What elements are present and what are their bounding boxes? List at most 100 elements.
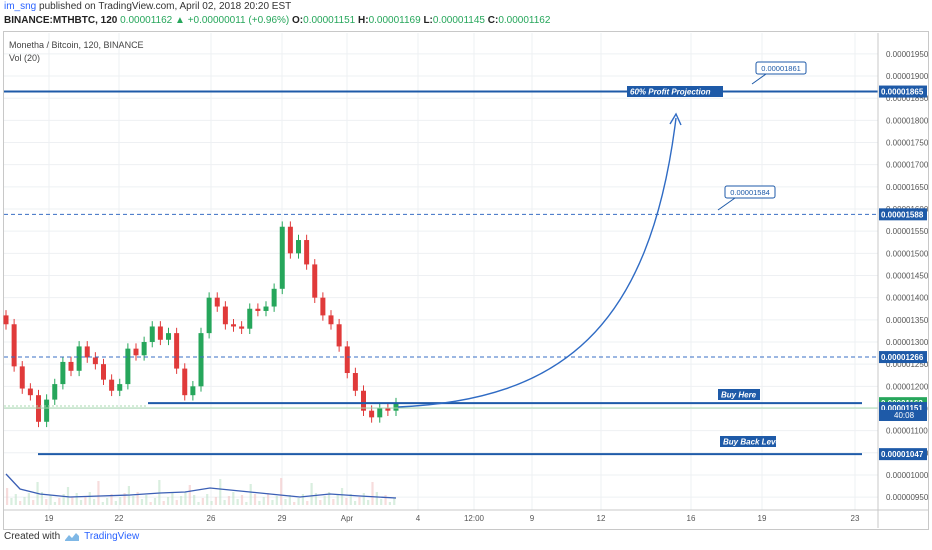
candle-body — [92, 357, 98, 365]
candle-body — [109, 379, 115, 391]
callout-pointer — [717, 197, 736, 211]
candle-body — [101, 364, 106, 380]
candle-body — [133, 348, 139, 356]
volume-bar — [123, 493, 126, 505]
candle-body — [166, 333, 171, 340]
annotation-label-box — [627, 86, 723, 97]
volume-bar — [32, 500, 35, 505]
x-tick-label: 19 — [45, 514, 54, 523]
candle-body — [271, 288, 277, 307]
volume-bar — [323, 496, 326, 505]
y-tick-label: 0.00001200 — [886, 382, 929, 391]
price-axis-tag-label: 0.00001865 — [881, 88, 924, 97]
volume-bar — [180, 496, 183, 505]
candle-body — [182, 368, 188, 396]
candle-body — [60, 361, 66, 385]
x-tick-label: 22 — [115, 514, 124, 523]
candle-body — [320, 297, 326, 316]
volume-bar — [223, 500, 226, 505]
y-tick-label: 0.00001400 — [886, 294, 929, 303]
candle-body — [117, 384, 123, 391]
y-tick-label: 0.00001250 — [886, 360, 929, 369]
volume-bar — [306, 501, 309, 505]
price-axis-tag — [879, 85, 927, 98]
callout-text: 0.00001584 — [730, 188, 770, 197]
volume-bar — [79, 500, 83, 505]
volume-bar — [45, 499, 48, 505]
tradingview-brand[interactable]: TradingView — [84, 531, 140, 542]
candle-body — [336, 324, 342, 347]
volume-bar — [193, 495, 196, 505]
open-label: O: — [292, 15, 304, 26]
x-tick-label: 19 — [758, 514, 767, 523]
volume-bar — [6, 488, 9, 505]
volume-bar — [327, 492, 331, 505]
volume-bar — [23, 497, 26, 505]
x-tick-label: 26 — [207, 514, 216, 523]
y-tick-label: 0.00001000 — [886, 471, 929, 480]
annotation-label-text: Buy Back Level — [723, 438, 783, 447]
volume-bar — [214, 497, 217, 505]
countdown-label: 40:08 — [894, 411, 915, 420]
volume-bar — [58, 498, 61, 505]
y-tick-label: 0.00000950 — [886, 493, 929, 502]
x-tick-label: Apr — [341, 514, 354, 523]
chart-frame[interactable] — [3, 31, 929, 530]
candle-body — [239, 326, 245, 329]
candle-body — [231, 324, 236, 327]
volume-bar — [288, 495, 291, 505]
volume-bar — [310, 483, 313, 505]
volume-indicator-label: Vol (20) — [9, 53, 40, 63]
x-tick-label: 12 — [597, 514, 606, 523]
volume-bar — [354, 501, 357, 505]
candle-body — [312, 264, 318, 298]
volume-bar — [149, 502, 152, 505]
publisher-link[interactable]: im_sng — [4, 1, 37, 12]
candle-body — [52, 384, 58, 400]
volume-bar — [206, 494, 209, 505]
volume-bar — [297, 498, 300, 505]
x-tick-label: 12:00 — [464, 514, 485, 523]
candle-body — [27, 388, 33, 396]
y-tick-label: 0.00001800 — [886, 116, 929, 125]
y-tick-label: 0.00001650 — [886, 183, 929, 192]
volume-bar — [236, 499, 239, 505]
candle-body — [11, 324, 17, 367]
created-with-text: Created with — [4, 531, 61, 542]
volume-ma-line — [5, 473, 397, 499]
volume-bar — [201, 498, 204, 505]
y-tick-label: 0.00001850 — [886, 94, 929, 103]
candle-body — [125, 348, 131, 385]
candle-body — [206, 297, 212, 334]
symbol-ohlc-bar: BINANCE:MTHBTC, 120 0.00001162 ▲ +0.0000… — [4, 15, 550, 26]
volume-bar — [197, 502, 200, 505]
candle-body — [247, 308, 253, 329]
volume-pane — [5, 473, 397, 505]
volume-bar — [171, 493, 174, 505]
y-tick-label: 0.00001900 — [886, 72, 929, 81]
volume-bar — [49, 495, 52, 505]
volume-bar — [388, 502, 391, 505]
y-tick-label: 0.00001700 — [886, 161, 929, 170]
published-text: published on TradingView.com, April 02, … — [36, 1, 292, 12]
candle-body — [149, 326, 155, 342]
annotation-label-box — [720, 436, 776, 447]
close-label: C: — [487, 15, 499, 26]
volume-bar — [40, 492, 43, 505]
tradingview-logo-icon — [65, 532, 80, 541]
volume-bar — [380, 499, 383, 505]
price-axis-tag-label: 0.00001588 — [881, 210, 924, 219]
x-tick-label: 16 — [687, 514, 696, 523]
x-tick-label: 23 — [851, 514, 860, 523]
candle-body — [190, 386, 196, 396]
x-tick-label: 9 — [530, 514, 535, 523]
volume-bar — [271, 500, 274, 505]
volume-bar — [253, 494, 257, 505]
volume-bar — [166, 497, 170, 505]
low-label: L: — [423, 15, 433, 26]
volume-bar — [249, 484, 252, 505]
annotation-labels: 0.00001861 0.00001584 60% Profit Projectio… — [397, 61, 807, 447]
candle-body — [344, 346, 350, 374]
x-tick-label: 4 — [416, 514, 421, 523]
